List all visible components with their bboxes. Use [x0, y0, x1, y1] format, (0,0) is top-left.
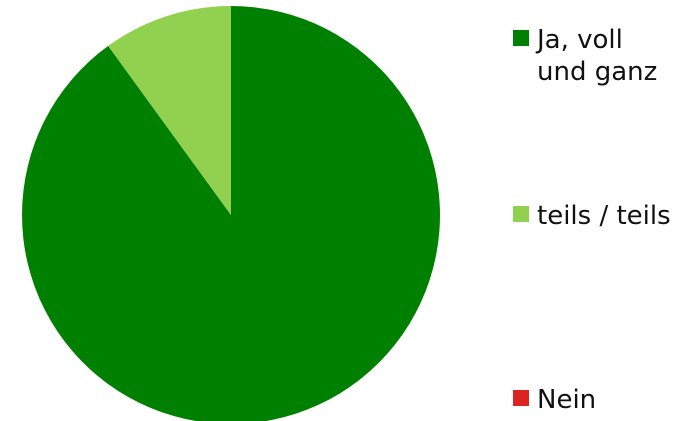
- pie-slice-1: [108, 6, 231, 215]
- legend-item-1: teils / teils: [513, 201, 671, 231]
- legend-label: Nein: [537, 385, 596, 415]
- legend-item-2: Nein: [513, 385, 596, 415]
- legend-swatch: [513, 30, 529, 46]
- legend-swatch: [513, 390, 529, 406]
- pie-slices: [22, 6, 440, 421]
- legend-swatch: [513, 206, 529, 222]
- legend-label: teils / teils: [537, 201, 671, 231]
- pie-slice-0: [22, 6, 440, 421]
- legend-label: Ja, voll: [535, 25, 623, 55]
- legend-label: und ganz: [537, 57, 657, 87]
